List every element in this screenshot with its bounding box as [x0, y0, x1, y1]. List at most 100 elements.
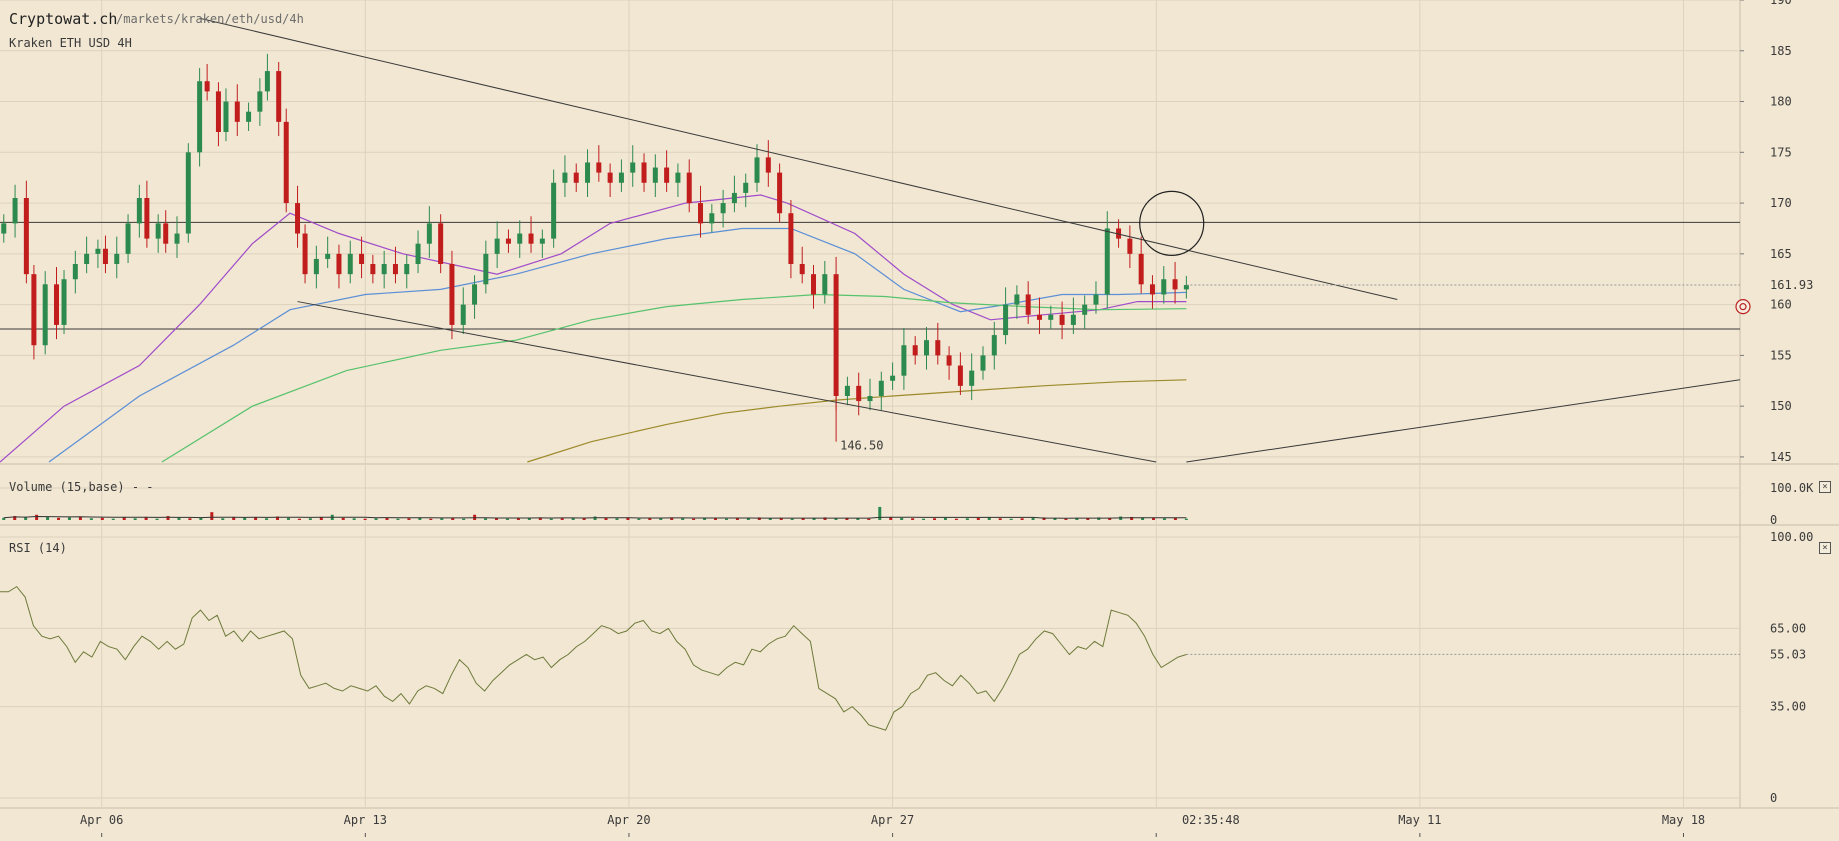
price-tick-label: 190: [1770, 0, 1792, 7]
volume-bar: [724, 518, 728, 520]
x-tick-label: Apr 20: [607, 813, 650, 827]
candle-body: [890, 375, 896, 381]
volume-bar: [111, 518, 115, 520]
candle-body: [867, 396, 873, 402]
volume-bar: [933, 518, 937, 520]
candle-body: [392, 264, 398, 275]
volume-bar: [549, 518, 553, 520]
volume-bar: [965, 518, 969, 520]
rsi-last-value-label: 55.03: [1770, 647, 1806, 661]
axes: Apr 06 Apr 13 Apr 20 Apr 27 May 11 May 18 02:3…: [80, 0, 1814, 837]
candle-body: [84, 253, 90, 264]
volume-bar: [779, 517, 783, 520]
moving-average-line: [161, 293, 1187, 463]
rsi-close-button[interactable]: ×: [1819, 542, 1831, 554]
volume-bar: [1141, 517, 1145, 520]
candle-body: [991, 335, 997, 356]
candle-body: [1082, 304, 1088, 315]
volume-bar: [1108, 517, 1112, 520]
volume-bar: [78, 516, 82, 520]
rsi-panel-label: RSI (14): [9, 541, 67, 555]
volume-bar: [538, 517, 542, 520]
volume-bar: [2, 517, 6, 520]
candle-body: [935, 340, 941, 356]
volume-bar: [845, 517, 849, 520]
candle-body: [811, 274, 817, 295]
candle-body: [1116, 228, 1122, 239]
candle-body: [1048, 314, 1054, 320]
volume-bar: [527, 517, 531, 520]
rsi-line: [0, 585, 1187, 731]
rsi-tick-label: 35.00: [1770, 700, 1806, 714]
volume-bar: [462, 518, 466, 520]
candle-body: [449, 264, 455, 325]
volume-bar: [210, 512, 214, 520]
volume-bar: [276, 516, 280, 520]
price-tick-label: 170: [1770, 196, 1792, 210]
candle-body: [664, 167, 670, 183]
rsi-pane: [0, 585, 1740, 731]
volume-bar: [155, 518, 159, 520]
candle-body: [494, 238, 500, 254]
price-tick-label: 185: [1770, 44, 1792, 58]
volume-bar: [265, 518, 269, 520]
candle-body: [980, 355, 986, 371]
candle-body: [833, 274, 839, 396]
volume-bar: [911, 518, 915, 520]
candle-body: [276, 71, 282, 122]
volume-panel-label: Volume (15,base) - -: [9, 480, 154, 494]
candle-body: [528, 233, 534, 244]
volume-bar: [451, 517, 455, 520]
volume-close-button[interactable]: ×: [1819, 481, 1831, 493]
volume-bar: [746, 517, 750, 520]
volume-bar: [67, 517, 71, 520]
url-path[interactable]: /markets/kraken/eth/usd/4h: [116, 12, 304, 26]
x-tick-label: May 11: [1398, 813, 1441, 827]
volume-bar: [1053, 518, 1057, 520]
volume-bar: [889, 517, 893, 520]
price-tick-label: 155: [1770, 348, 1792, 362]
volume-bar: [900, 517, 904, 520]
volume-bar: [1086, 518, 1090, 520]
candle-body: [946, 355, 952, 366]
volume-bar: [867, 518, 871, 520]
volume-bar: [1097, 517, 1101, 520]
candle-body: [799, 264, 805, 275]
candle-body: [562, 172, 568, 183]
candle-body: [969, 370, 975, 386]
candle-body: [1183, 285, 1189, 290]
candle-body: [1093, 294, 1099, 305]
x-tick-label: Apr 13: [344, 813, 387, 827]
candle-body: [381, 264, 387, 275]
volume-bar: [757, 517, 761, 520]
candle-body: [957, 365, 963, 386]
brand-title[interactable]: Cryptowat.ch: [9, 10, 118, 28]
volume-bar: [385, 517, 389, 520]
volume-average-line: [3, 515, 1187, 519]
volume-bar: [254, 517, 258, 520]
x-tick-label: May 18: [1662, 813, 1705, 827]
candle-body: [204, 81, 210, 92]
price-tick-label: 160: [1770, 298, 1792, 312]
rsi-tick-label: 65.00: [1770, 621, 1806, 635]
volume-bar: [987, 517, 991, 520]
volume-bar: [396, 518, 400, 520]
trendline: [199, 17, 1398, 301]
candle-body: [698, 203, 704, 224]
volume-bar: [1075, 517, 1079, 520]
volume-bar: [144, 516, 148, 520]
volume-bar: [495, 517, 499, 520]
volume-bar: [166, 516, 170, 520]
volume-bar: [122, 517, 126, 520]
current-time-label: 02:35:48: [1182, 813, 1240, 827]
candle-body: [325, 253, 331, 259]
volume-bar: [374, 518, 378, 520]
candle-body: [923, 340, 929, 356]
candle-body: [144, 198, 150, 239]
candle-body: [596, 162, 602, 173]
candle-body: [573, 172, 579, 183]
volume-bar: [308, 518, 312, 520]
volume-bar: [13, 516, 17, 520]
